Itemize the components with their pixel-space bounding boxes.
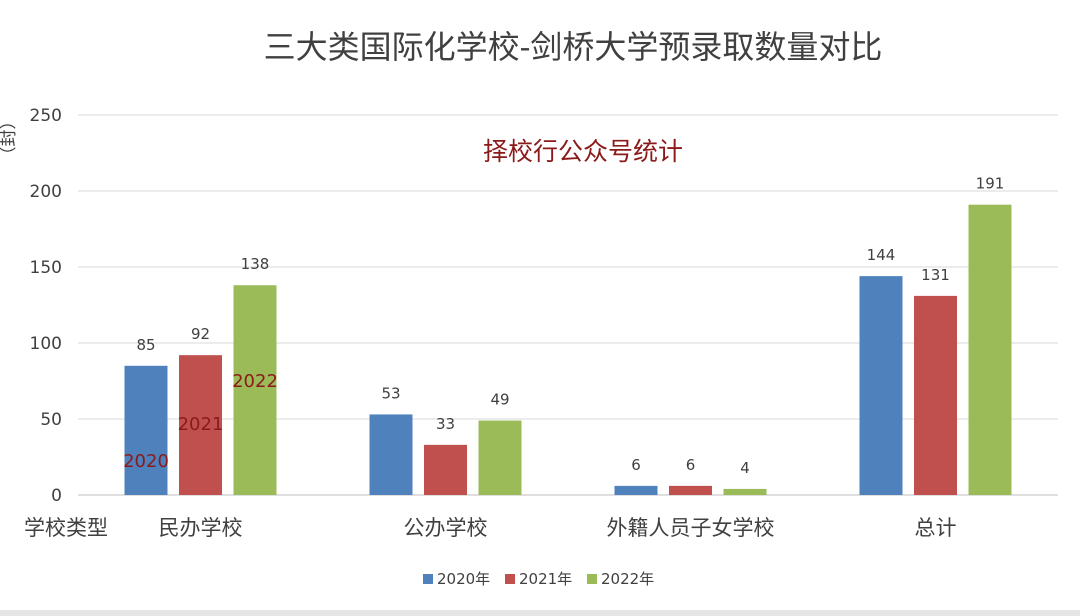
chart-title: 三大类国际化学校-剑桥大学预录取数量对比 <box>264 28 883 66</box>
bar <box>614 485 658 495</box>
data-label: 92 <box>191 325 210 343</box>
bar <box>968 204 1012 495</box>
bar <box>179 355 222 495</box>
bar <box>233 285 277 495</box>
y-tick-label: 200 <box>30 182 62 202</box>
x-axis-label: 学校类型 <box>24 516 108 540</box>
bar <box>723 488 767 495</box>
data-label: 6 <box>631 456 641 474</box>
category-label: 公办学校 <box>404 516 488 540</box>
chart-subtitle: 择校行公众号统计 <box>483 137 683 166</box>
legend-label: 2020年 <box>437 570 490 588</box>
bars <box>124 204 1012 495</box>
in-bar-year-label: 2022 <box>232 371 278 392</box>
bar <box>859 276 903 495</box>
data-label: 191 <box>976 175 1005 193</box>
data-label: 85 <box>136 336 155 354</box>
data-label: 49 <box>490 391 509 409</box>
data-label: 144 <box>867 246 896 264</box>
category-label: 民办学校 <box>159 516 243 540</box>
data-label: 4 <box>740 459 750 477</box>
y-tick-label: 250 <box>30 106 62 126</box>
y-tick-label: 0 <box>51 486 62 506</box>
in-bar-year-label: 2021 <box>178 414 224 435</box>
legend-swatch <box>423 574 433 584</box>
data-label: 53 <box>381 384 400 402</box>
y-axis-label: （封） <box>0 113 19 164</box>
legend-swatch <box>505 574 515 584</box>
y-tick-label: 150 <box>30 258 62 278</box>
category-label: 总计 <box>915 516 957 540</box>
bar <box>424 444 467 495</box>
data-label: 131 <box>921 266 950 284</box>
legend-swatch <box>587 574 597 584</box>
bar <box>124 365 168 495</box>
bottom-band <box>0 610 1080 616</box>
data-label: 138 <box>241 255 270 273</box>
category-label: 外籍人员子女学校 <box>607 516 775 540</box>
data-label: 6 <box>686 456 696 474</box>
in-bar-year-label: 2020 <box>123 451 169 472</box>
bar <box>669 485 712 495</box>
legend-label: 2022年 <box>601 570 654 588</box>
data-labels: 85 2020 92 2021 138 2022 53 33 49 6 6 4 144 131 191 <box>123 175 1004 477</box>
bar <box>914 295 957 495</box>
y-tick-label: 50 <box>40 410 62 430</box>
y-tick-labels: 0 50 100 150 200 250 <box>30 106 62 506</box>
bar <box>478 420 522 495</box>
legend-label: 2021年 <box>519 570 572 588</box>
y-tick-label: 100 <box>30 334 62 354</box>
bar <box>369 414 413 495</box>
grid <box>78 114 1058 496</box>
data-label: 33 <box>436 415 455 433</box>
legend: 2020年 2021年 2022年 <box>423 570 654 588</box>
category-labels: 民办学校 公办学校 外籍人员子女学校 总计 <box>159 516 957 540</box>
